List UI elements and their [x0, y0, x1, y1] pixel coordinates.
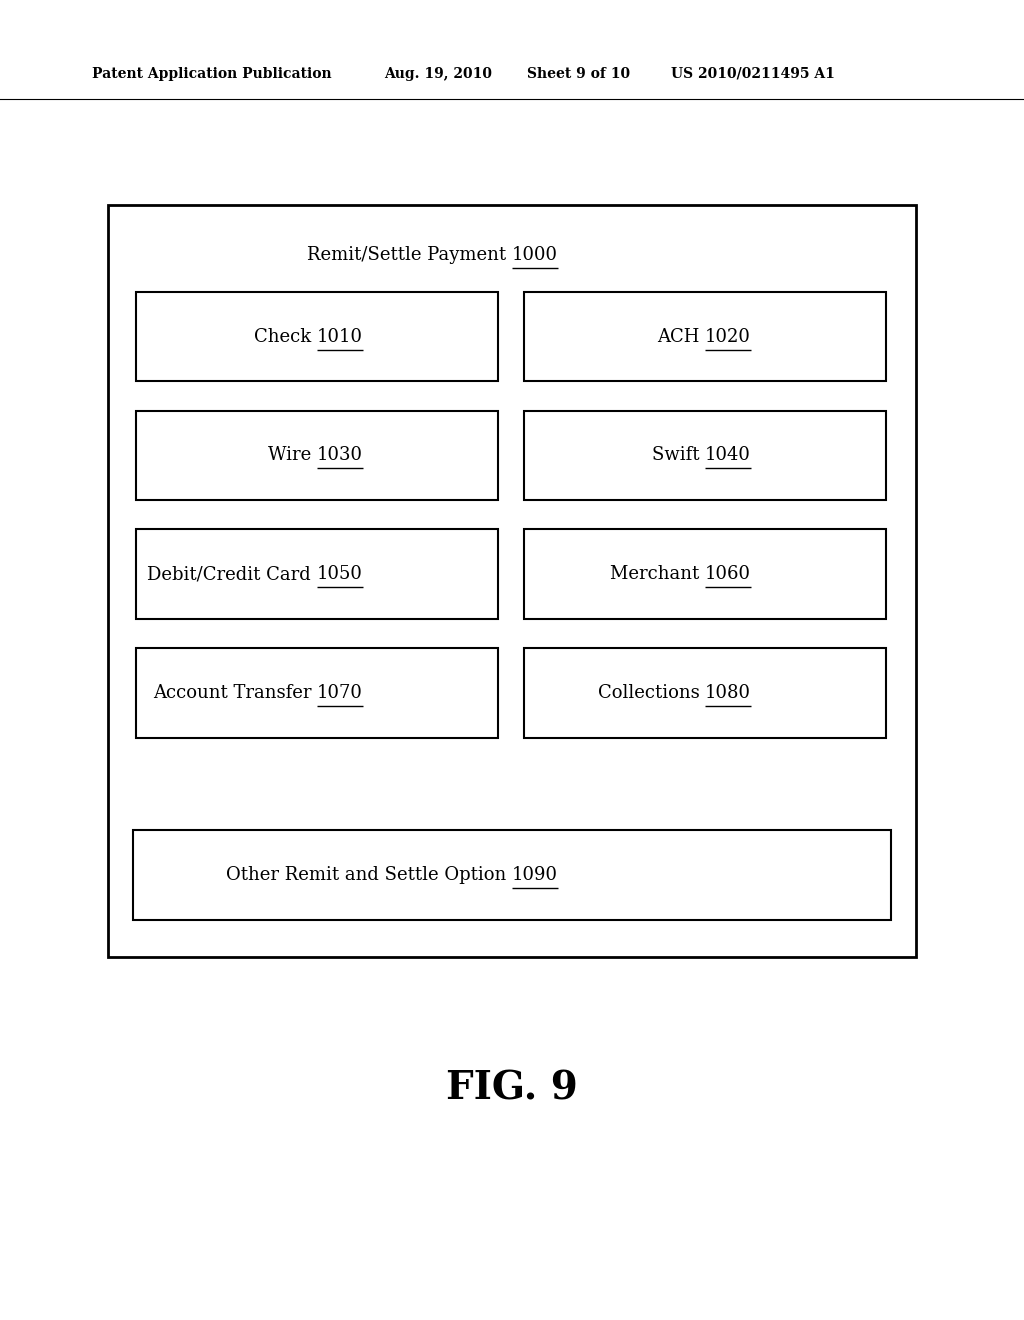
Bar: [136, 292, 498, 381]
Text: Swift: Swift: [651, 446, 705, 465]
Bar: [524, 411, 886, 500]
Bar: [108, 205, 916, 957]
Text: 1080: 1080: [705, 684, 751, 702]
Text: 1040: 1040: [705, 446, 751, 465]
Text: Account Transfer: Account Transfer: [153, 684, 317, 702]
Text: Patent Application Publication: Patent Application Publication: [92, 67, 332, 81]
Text: Aug. 19, 2010: Aug. 19, 2010: [384, 67, 492, 81]
Text: ACH: ACH: [657, 327, 705, 346]
Text: Debit/Credit Card: Debit/Credit Card: [147, 565, 317, 583]
Text: 1000: 1000: [512, 246, 558, 264]
Bar: [136, 411, 498, 500]
Text: FIG. 9: FIG. 9: [446, 1071, 578, 1107]
Bar: [136, 529, 498, 619]
Bar: [524, 292, 886, 381]
Text: 1050: 1050: [317, 565, 362, 583]
Text: Wire: Wire: [268, 446, 317, 465]
Text: Other Remit and Settle Option: Other Remit and Settle Option: [226, 866, 512, 884]
Text: 1070: 1070: [317, 684, 362, 702]
Text: 1090: 1090: [512, 866, 558, 884]
Text: Remit/Settle Payment: Remit/Settle Payment: [307, 246, 512, 264]
Text: 1020: 1020: [705, 327, 751, 346]
Text: Sheet 9 of 10: Sheet 9 of 10: [527, 67, 631, 81]
Text: 1010: 1010: [317, 327, 362, 346]
Text: Merchant: Merchant: [610, 565, 705, 583]
Bar: [133, 830, 891, 920]
Text: Check: Check: [254, 327, 317, 346]
Text: US 2010/0211495 A1: US 2010/0211495 A1: [671, 67, 835, 81]
Bar: [524, 648, 886, 738]
Text: Collections: Collections: [598, 684, 705, 702]
Bar: [136, 648, 498, 738]
Bar: [524, 529, 886, 619]
Text: 1060: 1060: [705, 565, 751, 583]
Text: 1030: 1030: [317, 446, 362, 465]
